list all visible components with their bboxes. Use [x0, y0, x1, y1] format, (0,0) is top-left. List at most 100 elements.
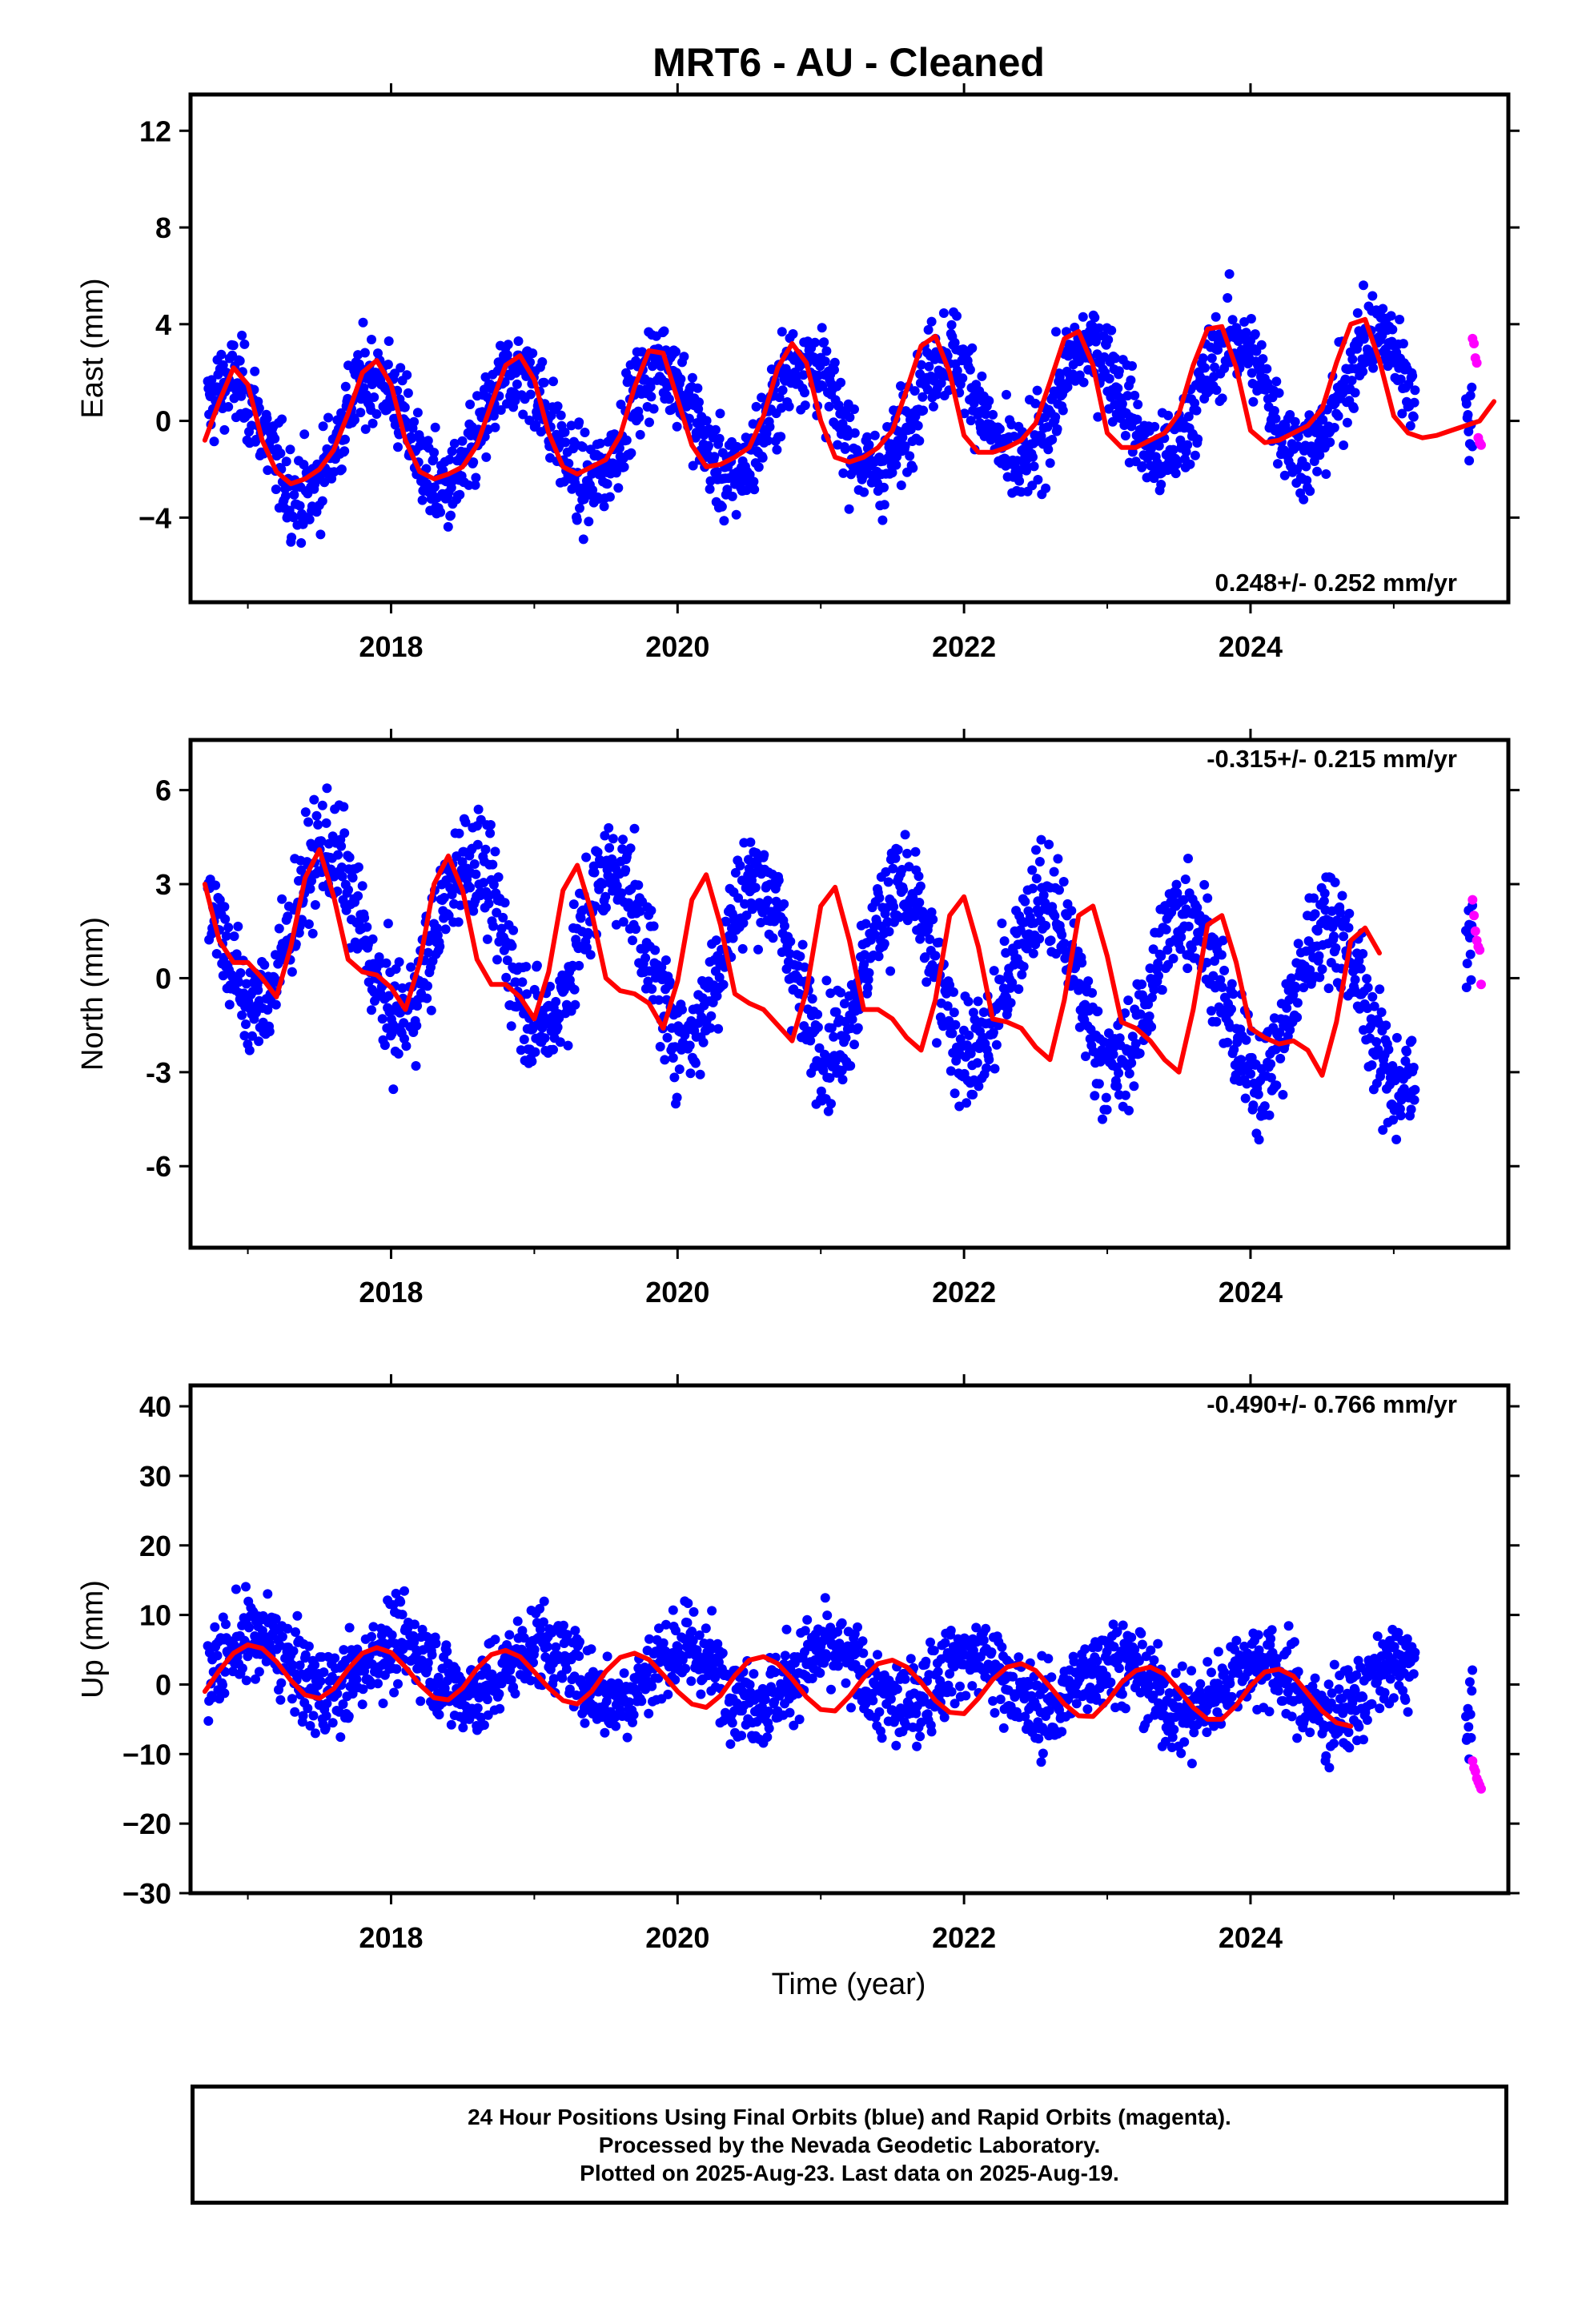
- up-final-point: [636, 1696, 647, 1707]
- north-final-point: [488, 879, 499, 890]
- up-final-point: [900, 1674, 910, 1684]
- east-final-point: [1168, 444, 1178, 455]
- east-final-point: [323, 412, 333, 423]
- north-final-point: [861, 919, 871, 929]
- up-final-point: [287, 1694, 297, 1704]
- up-final-point: [853, 1622, 862, 1632]
- east-final-point: [701, 416, 712, 426]
- east-final-point: [1114, 366, 1124, 376]
- up-final-point: [344, 1622, 355, 1633]
- north-final-point: [1007, 978, 1018, 988]
- north-final-point: [551, 996, 561, 1007]
- east-final-point: [207, 375, 217, 385]
- up-final-point: [877, 1733, 887, 1743]
- up-final-point: [321, 1711, 331, 1721]
- north-final-point: [234, 977, 244, 987]
- up-final-point: [689, 1606, 699, 1617]
- east-final-point: [1150, 421, 1160, 432]
- east-final-point: [289, 489, 299, 500]
- north-final-point: [568, 899, 579, 910]
- north-final-point: [1153, 959, 1163, 968]
- east-y-tick-label: 0: [155, 405, 171, 438]
- north-final-point: [339, 828, 350, 838]
- north-final-point: [453, 917, 464, 927]
- east-final-point: [1302, 475, 1312, 485]
- east-final-point: [849, 428, 860, 438]
- east-final-point: [1461, 399, 1472, 409]
- north-final-point: [1286, 973, 1296, 983]
- up-final-point: [241, 1582, 251, 1592]
- north-final-point: [1130, 1039, 1141, 1049]
- north-final-point: [1207, 1006, 1216, 1016]
- east-final-point: [938, 308, 949, 318]
- east-final-point: [1467, 382, 1477, 392]
- north-final-point: [1315, 972, 1325, 983]
- east-final-point: [722, 485, 733, 495]
- east-final-point: [228, 340, 239, 351]
- north-final-point: [471, 869, 481, 879]
- north-final-point: [1123, 995, 1134, 1006]
- east-final-point: [400, 402, 410, 412]
- north-final-point: [672, 1092, 682, 1103]
- east-final-point: [693, 383, 703, 393]
- up-final-point: [241, 1675, 251, 1686]
- east-final-point: [1368, 363, 1379, 373]
- up-final-point: [295, 1660, 305, 1671]
- north-final-point: [1278, 1090, 1288, 1100]
- up-final-point: [391, 1588, 401, 1598]
- east-final-point: [1407, 371, 1418, 381]
- up-final-point: [687, 1626, 697, 1637]
- north-final-point: [665, 977, 675, 987]
- up-final-point: [557, 1673, 568, 1683]
- north-final-point: [532, 960, 542, 971]
- north-final-point: [1305, 965, 1315, 975]
- east-final-point: [1256, 340, 1267, 350]
- north-final-point: [1391, 1134, 1402, 1144]
- up-final-point: [586, 1644, 596, 1655]
- east-final-point: [645, 382, 656, 392]
- east-y-axis-label: East (mm): [76, 278, 110, 418]
- east-final-point: [1193, 434, 1203, 444]
- up-final-point: [320, 1723, 331, 1733]
- up-final-point: [366, 1679, 376, 1690]
- up-final-point: [210, 1622, 220, 1632]
- north-final-point: [800, 962, 809, 972]
- north-final-point: [1410, 1084, 1420, 1095]
- up-final-point: [725, 1739, 736, 1749]
- east-final-point: [1219, 364, 1230, 373]
- east-final-point: [1349, 403, 1359, 413]
- north-final-point: [1367, 991, 1378, 1002]
- north-final-point: [779, 899, 789, 909]
- north-final-point: [1050, 911, 1060, 921]
- north-final-point: [972, 1058, 982, 1068]
- east-final-point: [749, 485, 760, 495]
- up-final-point: [701, 1623, 711, 1634]
- north-final-point: [966, 1048, 976, 1059]
- north-final-point: [501, 972, 512, 983]
- east-final-point: [393, 442, 403, 452]
- north-final-point: [1344, 908, 1355, 919]
- north-final-point: [309, 794, 319, 805]
- north-final-point: [383, 991, 394, 1001]
- east-final-point: [1154, 440, 1164, 451]
- up-final-point: [658, 1638, 669, 1648]
- north-final-point: [1102, 1104, 1112, 1115]
- up-final-point: [891, 1740, 901, 1751]
- north-final-point: [677, 1004, 687, 1015]
- north-final-point: [484, 899, 494, 909]
- east-rate-label: 0.248+/- 0.252 mm/yr: [1215, 569, 1457, 597]
- east-final-point: [1045, 458, 1055, 468]
- north-final-point: [986, 1019, 996, 1029]
- east-final-point: [732, 441, 742, 452]
- east-final-point: [710, 424, 721, 435]
- up-final-point: [837, 1618, 847, 1628]
- north-final-point: [1114, 1068, 1124, 1078]
- east-final-point: [490, 422, 500, 432]
- east-final-point: [1247, 368, 1257, 378]
- north-final-point: [1291, 983, 1301, 993]
- up-final-point: [292, 1610, 303, 1621]
- up-final-point: [476, 1670, 487, 1680]
- east-final-point: [315, 529, 326, 540]
- north-final-point: [1027, 865, 1038, 875]
- north-final-point: [909, 911, 920, 922]
